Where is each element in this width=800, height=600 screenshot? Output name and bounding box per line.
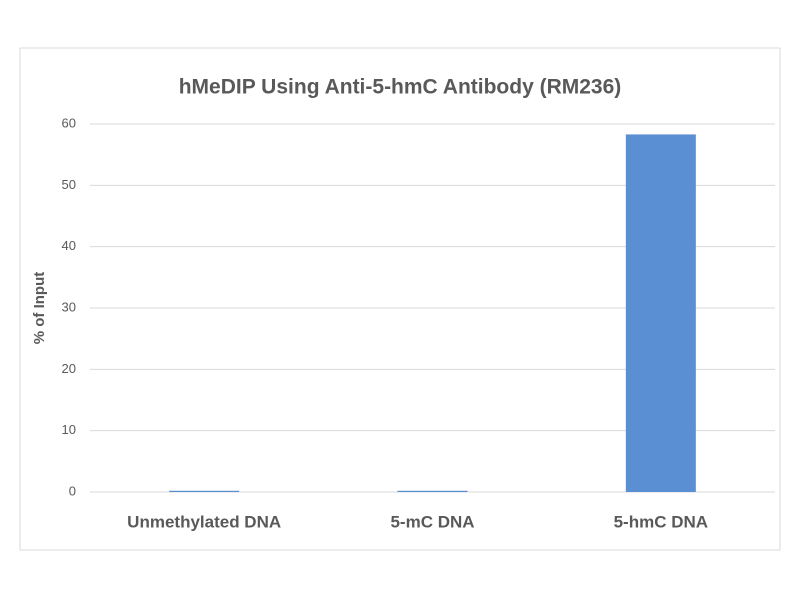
x-tick-label: Unmethylated DNA (127, 512, 281, 531)
y-tick-label: 0 (69, 483, 76, 498)
y-tick-label: 40 (62, 238, 76, 253)
chart-title: hMeDIP Using Anti-5-hmC Antibody (RM236) (179, 76, 622, 99)
y-axis-label: % of Input (31, 272, 48, 344)
y-tick-label: 10 (62, 422, 76, 437)
bar (625, 134, 696, 492)
x-tick-label: 5-hmC DNA (614, 512, 708, 531)
bar (397, 490, 468, 492)
bar (169, 490, 240, 492)
y-tick-label: 30 (62, 299, 76, 314)
x-tick-label: 5-mC DNA (390, 512, 474, 531)
y-tick-label: 60 (62, 115, 76, 130)
y-tick-label: 20 (62, 361, 76, 376)
y-tick-label: 50 (62, 177, 76, 192)
